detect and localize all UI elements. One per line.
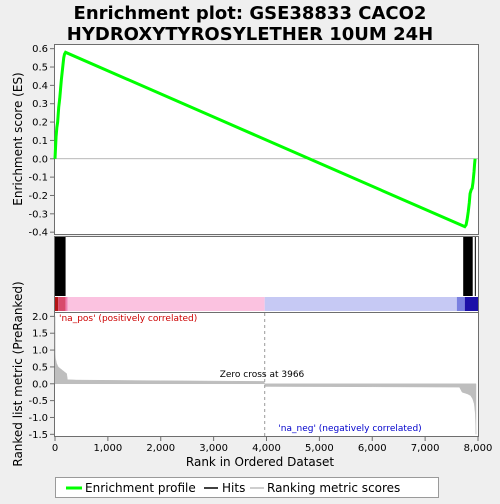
positive-correlation-label: 'na_pos' (positively correlated) — [59, 314, 197, 324]
rank-y-tick-label: 1.0 — [32, 346, 48, 357]
rank-y-tick-label: -0.5 — [28, 396, 48, 407]
rank-y-tick-label: -1.5 — [28, 430, 48, 441]
rank-y-axis: 2.0 1.5 1.0 0.5 0.0 -0.5 -1.0 -1.5 — [28, 312, 55, 441]
colorbar-segment — [464, 297, 478, 311]
legend-item-ranking-metric: Ranking metric scores — [267, 481, 400, 495]
colorbar-segment — [55, 297, 59, 311]
es-y-tick-label: 0.2 — [32, 118, 48, 129]
es-y-tick-label: 0.0 — [32, 154, 48, 165]
rank-y-tick-label: -1.0 — [28, 413, 48, 424]
rank-x-tick-label: 4,000 — [252, 443, 281, 454]
hit-marks — [55, 237, 476, 296]
rank-x-tick-label: 2,000 — [146, 443, 175, 454]
rank-x-tick-label: 1,000 — [94, 443, 123, 454]
ranking-metric-area — [54, 316, 477, 435]
es-y-tick-label: 0.3 — [32, 99, 48, 110]
colorbar-segment — [264, 297, 457, 311]
colorbar-segment — [456, 297, 465, 311]
hit-mark-block — [55, 237, 66, 296]
es-y-tick-label: 0.5 — [32, 63, 48, 74]
es-y-tick-label: 0.6 — [32, 44, 48, 55]
rank-x-tick-label: 7,000 — [411, 443, 440, 454]
es-y-tick-label: -0.4 — [28, 228, 48, 239]
legend: Enrichment profile Hits Ranking metric s… — [55, 477, 439, 498]
rank-x-tick-label: 5,000 — [305, 443, 334, 454]
rank-x-tick-label: 0 — [52, 443, 58, 454]
hit-mark-block — [474, 237, 476, 296]
legend-item-hits: Hits — [222, 481, 245, 495]
es-y-tick-label: 0.4 — [32, 81, 48, 92]
legend-box — [55, 477, 439, 498]
rank-y-axis-label: Ranked list metric (PreRanked) — [11, 281, 25, 466]
rank-x-tick-label: 3,000 — [199, 443, 228, 454]
negative-correlation-label: 'na_neg' (negatively correlated) — [278, 424, 421, 434]
rank-y-tick-label: 1.5 — [32, 329, 48, 340]
es-y-tick-label: -0.3 — [28, 209, 48, 220]
rank-x-axis-label: Rank in Ordered Dataset — [186, 455, 334, 469]
es-y-tick-label: -0.2 — [28, 191, 48, 202]
rank-y-tick-label: 0.0 — [32, 379, 48, 390]
colorbar-segment — [65, 297, 68, 311]
es-y-axis: 0.6 0.5 0.4 0.3 0.2 0.1 0.0 -0.1 -0.2 -0.3 -0.4 — [28, 44, 55, 239]
zero-cross-label: Zero cross at 3966 — [220, 370, 305, 380]
rank-y-tick-label: 0.5 — [32, 362, 48, 373]
legend-item-enrichment-profile: Enrichment profile — [85, 481, 196, 495]
es-y-axis-label: Enrichment score (ES) — [11, 72, 25, 205]
rank-x-tick-label: 6,000 — [358, 443, 387, 454]
es-panel: 0.6 0.5 0.4 0.3 0.2 0.1 0.0 -0.1 -0.2 -0.3 -0.4 En… — [11, 44, 479, 239]
chart-title-line: Enrichment plot: GSE38833 CACO2 — [74, 3, 427, 24]
chart-title-line: HYDROXYTYROSYLETHER 10UM 24H — [67, 24, 433, 45]
colorbar-segment — [67, 297, 265, 311]
hits-panel — [54, 236, 479, 313]
es-y-tick-label: -0.1 — [28, 173, 48, 184]
rank-colorbar — [55, 297, 478, 311]
colorbar-segment — [58, 297, 66, 311]
rank-y-tick-label: 2.0 — [32, 312, 48, 323]
es-y-tick-label: 0.1 — [32, 136, 48, 147]
hit-mark-block — [463, 237, 473, 296]
rank-x-axis: 0 1,000 2,000 3,000 4,000 5,000 6,000 7,000 8,00… — [52, 437, 493, 454]
rank-x-tick-label: 8,000 — [464, 443, 493, 454]
enrichment-profile-line — [53, 50, 477, 229]
rank-plot-area — [54, 312, 479, 437]
rank-metric-panel: Zero cross at 3966 'na_pos' (positively … — [11, 281, 492, 469]
chart-title: Enrichment plot: GSE38833 CACO2HYDROXYTY… — [67, 3, 433, 45]
